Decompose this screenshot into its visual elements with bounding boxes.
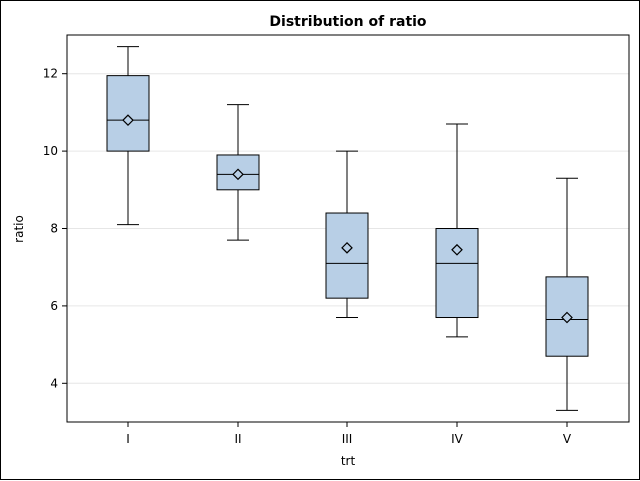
x-tick-label: V [563,432,572,446]
iqr-box [106,75,150,152]
box-group-V [545,177,589,411]
x-tick-label: II [234,432,241,446]
mean-marker [451,243,463,256]
mean-marker [561,311,573,324]
y-tick-label: 12 [43,67,58,81]
y-tick-label: 10 [43,144,58,158]
iqr-box [325,212,369,299]
box-group-III [325,150,369,319]
iqr-box [435,228,479,319]
x-axis-label: trt [341,454,356,468]
boxes [106,46,589,411]
box-group-IV [435,123,479,338]
mean-marker [341,242,353,254]
x-tick-label: IV [451,432,464,446]
x-tick-label: I [126,432,130,446]
y-tick-label: 4 [50,376,58,390]
y-axis-label: ratio [12,215,26,243]
chart-title: Distribution of ratio [269,14,427,30]
iqr-box [216,154,260,191]
y-tick-label: 8 [50,222,58,236]
box-group-I [106,46,150,226]
y-tick-label: 6 [50,299,58,313]
box-group-II [216,104,260,241]
mean-marker [232,168,244,181]
mean-marker [122,114,134,126]
x-tick-label: III [342,432,353,446]
